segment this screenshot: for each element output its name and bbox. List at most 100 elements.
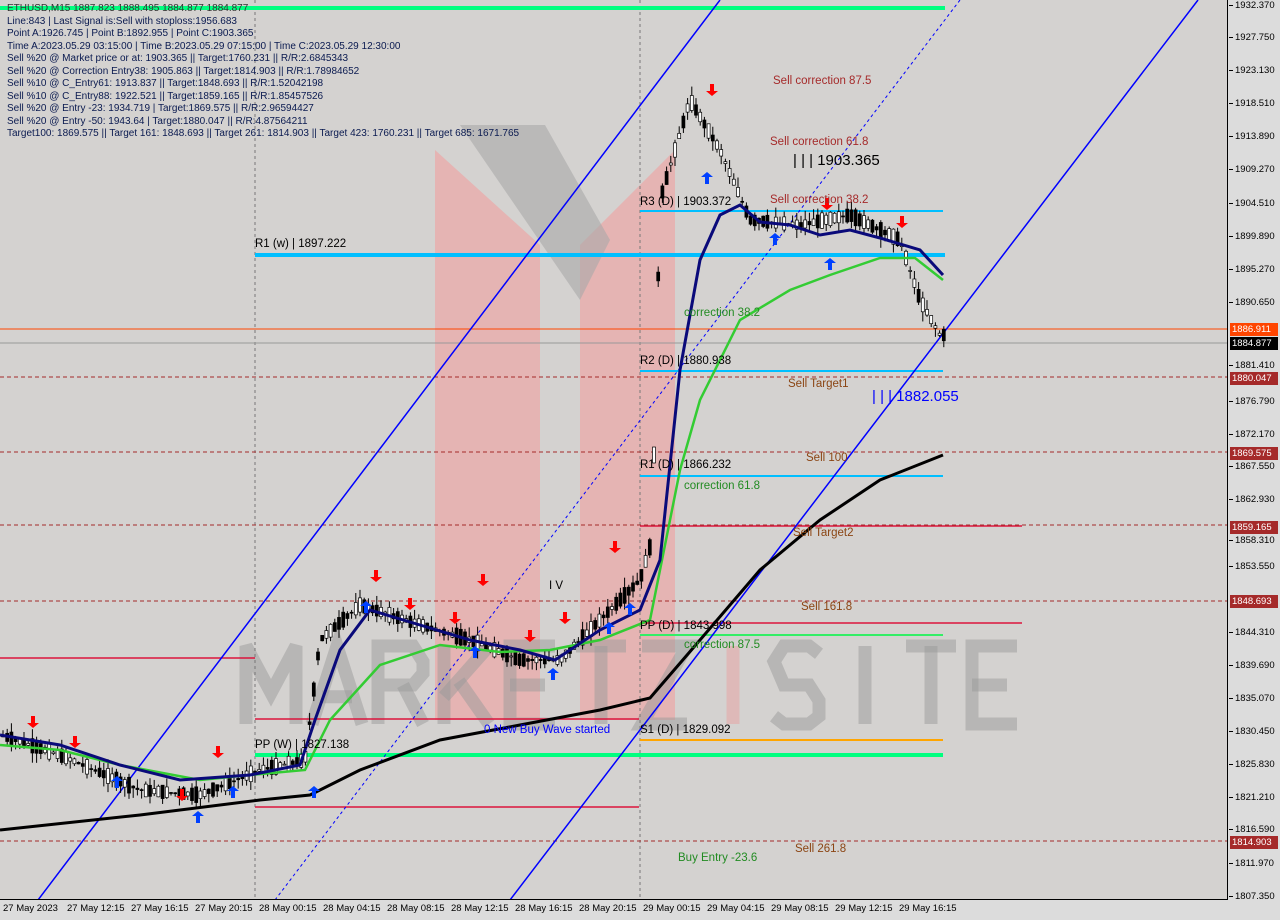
candle-body	[815, 214, 820, 229]
price-tick: 1807.350	[1229, 890, 1275, 902]
candle-body	[593, 620, 598, 630]
watermark-letter	[766, 639, 826, 731]
candle-body	[694, 104, 698, 116]
candle-body	[845, 208, 850, 223]
info-line: Point A:1926.745 | Point B:1892.955 | Po…	[7, 28, 254, 39]
watermark-letter	[630, 639, 699, 731]
candle-body	[736, 187, 740, 197]
candle-body	[689, 95, 694, 111]
candle-body	[719, 149, 724, 157]
candle-body	[849, 209, 854, 222]
candle-body	[710, 134, 715, 142]
candle-body	[526, 658, 530, 662]
candle-body	[605, 606, 610, 618]
sell-arrow-icon	[559, 612, 571, 624]
candle-body	[143, 783, 148, 798]
candle-body	[236, 778, 241, 781]
candle-body	[202, 789, 207, 797]
price-tick: 1895.270	[1229, 263, 1275, 275]
candle-body	[731, 178, 736, 186]
candle-body	[101, 770, 106, 779]
candle-body	[59, 748, 64, 763]
sell-arrow-icon	[449, 612, 461, 624]
chart-area[interactable]: ETHUSD,M15 1887.823 1888.495 1884.877 18…	[0, 0, 1228, 900]
candle-body	[160, 784, 165, 799]
candle-body	[505, 647, 509, 663]
candle-body	[626, 586, 631, 596]
candle-body	[316, 651, 320, 661]
candle-body	[332, 622, 337, 632]
candle-body	[9, 731, 14, 746]
candle-body	[118, 776, 123, 787]
price-tag: 1886.911	[1230, 322, 1278, 336]
price-tick: 1890.650	[1229, 296, 1275, 308]
price-tick: 1830.450	[1229, 725, 1275, 737]
time-tick: 28 May 04:15	[323, 903, 381, 914]
candle-body	[799, 222, 803, 228]
candle-body	[912, 278, 917, 288]
candle-body	[97, 767, 102, 777]
candle-body	[685, 103, 690, 113]
candle-body	[513, 651, 518, 666]
candle-body	[639, 569, 644, 582]
candle-body	[878, 222, 883, 239]
candle-body	[269, 759, 274, 775]
candle-body	[584, 629, 589, 637]
candle-body	[341, 611, 346, 628]
price-tick: 1909.270	[1229, 164, 1275, 176]
watermark-letter	[439, 641, 494, 702]
sell-arrow-icon	[706, 84, 718, 96]
time-tick: 28 May 00:15	[259, 903, 317, 914]
time-tick: 27 May 20:15	[195, 903, 253, 914]
candle-body	[530, 659, 535, 661]
candle-body	[206, 788, 211, 794]
r1-daily-label: R1 (D) | 1866.232	[640, 459, 732, 471]
candle-body	[727, 168, 732, 177]
candle-body	[492, 642, 497, 658]
time-tick: 28 May 08:15	[387, 903, 445, 914]
candle-body	[673, 142, 677, 158]
candle-body	[723, 161, 728, 164]
candle-body	[660, 185, 665, 199]
price-tick: 1821.210	[1229, 791, 1275, 803]
info-line: Sell %20 @ Entry -50: 1943.64 | Target:1…	[7, 115, 308, 127]
candle-body	[883, 229, 887, 236]
candle-body	[139, 789, 144, 791]
candle-body	[916, 289, 921, 303]
candle-body	[836, 211, 841, 224]
buy-arrow-icon	[701, 172, 713, 184]
price-tag: 1880.047	[1230, 371, 1278, 385]
symbol-line: ETHUSD,M15 1887.823 1888.495 1884.877 18…	[7, 3, 249, 14]
candle-body	[30, 738, 35, 754]
candle-body	[194, 786, 199, 803]
channel-mid-line	[275, 0, 961, 899]
buy-entry-label: Buy Entry -23.6	[678, 852, 758, 864]
candle-body	[664, 171, 669, 185]
new-buy-wave-label: 0 New Buy Wave started	[484, 724, 611, 736]
fast-moving-average	[0, 203, 945, 782]
info-line: Time A:2023.05.29 03:15:00 | Time B:2023…	[7, 40, 401, 52]
candle-body	[257, 769, 262, 772]
candle-body	[127, 776, 131, 794]
candle-body	[72, 758, 77, 765]
time-tick: 27 May 12:15	[67, 903, 125, 914]
candle-body	[643, 555, 648, 568]
pp-daily-label: PP (D) | 1843.998	[640, 620, 732, 632]
buy-arrow-icon	[624, 603, 636, 615]
candle-body	[698, 111, 703, 123]
price-tick: 1853.550	[1229, 561, 1275, 573]
candle-body	[652, 446, 656, 464]
candle-body	[681, 115, 686, 129]
price-tick: 1899.890	[1229, 230, 1275, 242]
r1-weekly-label: R1 (w) | 1897.222	[255, 238, 347, 250]
candle-body	[156, 785, 161, 798]
sell-target1-label: Sell Target1	[788, 378, 849, 390]
time-tick: 29 May 16:15	[899, 903, 957, 914]
sell-100-label: Sell 100	[806, 452, 848, 464]
channel-lower-line	[509, 0, 1199, 899]
candle-body	[622, 587, 627, 604]
candle-body	[26, 743, 31, 746]
price-tag: 1848.693	[1230, 595, 1278, 609]
candle-body	[635, 580, 640, 585]
sell-correction-382-label: Sell correction 38.2	[770, 194, 869, 206]
